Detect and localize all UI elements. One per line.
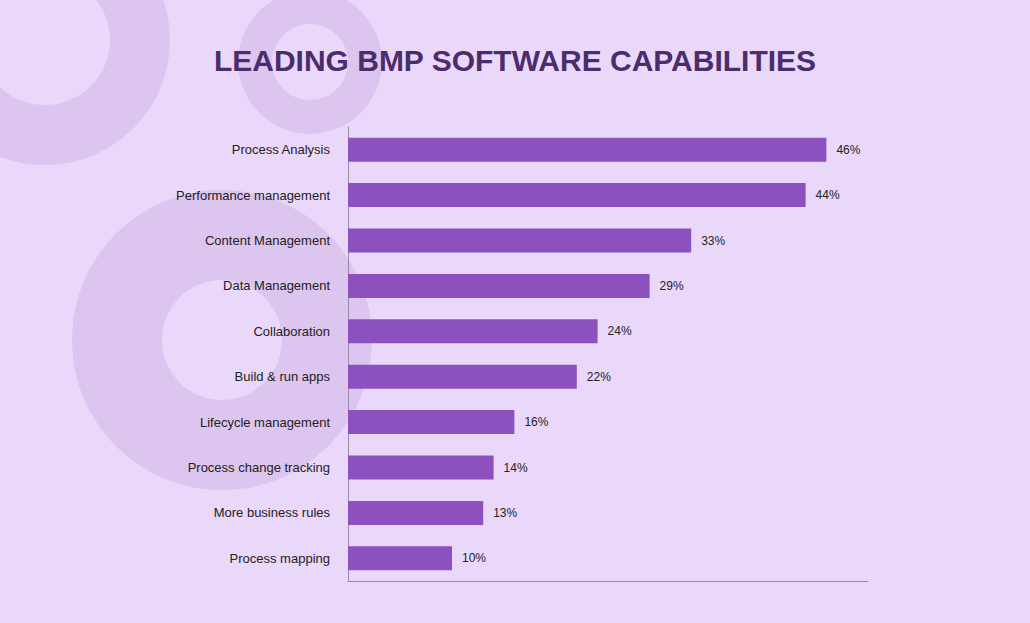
- svg-text:46%: 46%: [836, 143, 860, 157]
- svg-text:Process mapping: Process mapping: [230, 551, 330, 566]
- svg-text:24%: 24%: [608, 324, 632, 338]
- svg-text:14%: 14%: [504, 461, 528, 475]
- svg-text:22%: 22%: [587, 370, 611, 384]
- svg-text:16%: 16%: [524, 415, 548, 429]
- svg-text:LEADING BMP SOFTWARE CAPABILIT: LEADING BMP SOFTWARE CAPABILITIES: [214, 44, 816, 77]
- svg-text:Performance management: Performance management: [176, 188, 330, 203]
- svg-text:33%: 33%: [701, 234, 725, 248]
- svg-text:Process change tracking: Process change tracking: [188, 460, 330, 475]
- svg-text:44%: 44%: [816, 188, 840, 202]
- svg-text:More business rules: More business rules: [214, 505, 331, 520]
- svg-text:Process Analysis: Process Analysis: [232, 142, 331, 157]
- svg-text:Data Management: Data Management: [223, 278, 330, 293]
- svg-text:Collaboration: Collaboration: [253, 324, 330, 339]
- svg-text:Lifecycle management: Lifecycle management: [200, 415, 330, 430]
- svg-text:Build & run apps: Build & run apps: [235, 369, 331, 384]
- svg-text:10%: 10%: [462, 551, 486, 565]
- svg-text:13%: 13%: [493, 506, 517, 520]
- svg-text:29%: 29%: [660, 279, 684, 293]
- svg-text:Content Management: Content Management: [205, 233, 330, 248]
